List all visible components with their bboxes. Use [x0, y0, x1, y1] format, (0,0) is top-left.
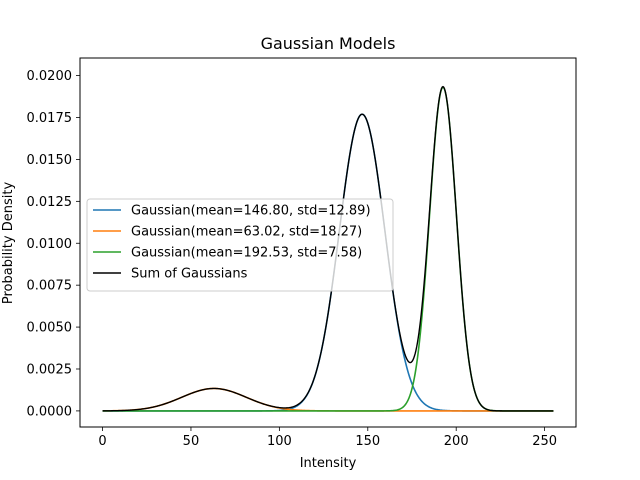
y-tick-label: 0.0050: [27, 321, 73, 336]
axis-ticks: 0 50 100 150 200 250 0.0000 0.0025 0.0050 0.0075 0…: [27, 69, 558, 449]
series-line-1: [102, 387, 554, 412]
y-tick-label: 0.0150: [27, 153, 73, 168]
y-tick-label: 0.0100: [27, 237, 73, 252]
y-axis-label: Probability Density: [1, 182, 16, 305]
x-tick-label: 0: [98, 434, 106, 449]
y-tick-label: 0.0075: [27, 279, 73, 294]
x-tick-label: 200: [444, 434, 469, 449]
y-tick-label: 0.0125: [27, 195, 73, 210]
legend-label: Gaussian(mean=192.53, std=7.58): [131, 246, 362, 261]
x-axis-label: Intensity: [300, 456, 357, 471]
y-tick-label: 0.0175: [27, 111, 73, 126]
chart-title: Gaussian Models: [261, 34, 396, 53]
plot-area: [102, 85, 554, 412]
legend-label: Gaussian(mean=146.80, std=12.89): [131, 204, 371, 219]
axes-frame: [79, 57, 577, 428]
y-tick-label: 0.0200: [27, 69, 73, 84]
legend-label: Gaussian(mean=63.02, std=18.27): [131, 225, 362, 240]
legend-label: Sum of Gaussians: [131, 267, 248, 282]
x-tick-label: 150: [355, 434, 380, 449]
x-tick-label: 100: [267, 434, 292, 449]
series-line-3: [102, 85, 554, 412]
x-tick-label: 50: [183, 434, 200, 449]
x-tick-label: 250: [532, 434, 557, 449]
y-tick-label: 0.0025: [27, 362, 73, 377]
y-tick-label: 0.0000: [27, 404, 73, 419]
legend: Gaussian(mean=146.80, std=12.89) Gaussian…: [86, 198, 394, 292]
legend-box: [86, 198, 394, 292]
